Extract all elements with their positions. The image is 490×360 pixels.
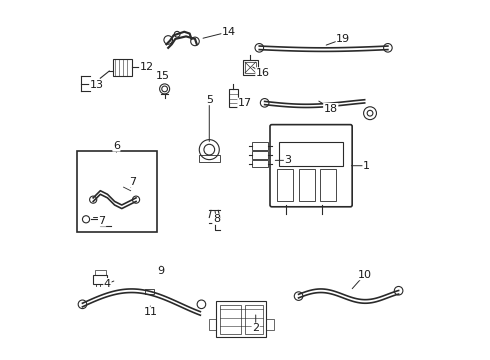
Bar xyxy=(209,319,217,330)
Bar xyxy=(267,319,273,330)
Text: 1: 1 xyxy=(363,161,370,171)
Bar xyxy=(229,89,238,107)
Bar xyxy=(113,59,132,76)
Bar xyxy=(95,270,106,275)
Bar xyxy=(220,305,242,334)
Bar xyxy=(277,169,293,202)
Bar xyxy=(93,275,107,284)
Text: 11: 11 xyxy=(144,307,157,317)
Text: 4: 4 xyxy=(104,279,111,289)
Bar xyxy=(279,143,343,166)
Text: 7: 7 xyxy=(98,216,106,226)
Text: 12: 12 xyxy=(140,63,154,72)
Bar xyxy=(77,152,157,232)
Text: 10: 10 xyxy=(358,270,372,280)
Bar xyxy=(252,143,268,150)
Bar xyxy=(252,160,268,167)
Text: 8: 8 xyxy=(213,214,220,224)
Text: 16: 16 xyxy=(256,68,270,78)
Bar xyxy=(245,62,256,73)
Bar xyxy=(198,155,220,162)
Bar xyxy=(145,289,154,294)
Text: 17: 17 xyxy=(238,98,252,108)
Text: 15: 15 xyxy=(156,71,170,81)
Text: 3: 3 xyxy=(284,156,292,165)
Text: 9: 9 xyxy=(157,266,165,276)
Text: 6: 6 xyxy=(113,141,120,151)
Bar xyxy=(252,152,268,158)
Bar xyxy=(245,305,263,334)
Text: 5: 5 xyxy=(206,95,213,105)
Bar xyxy=(320,169,336,202)
Text: 14: 14 xyxy=(222,27,236,37)
Text: 2: 2 xyxy=(252,323,259,333)
Text: 19: 19 xyxy=(336,34,350,44)
Text: 7: 7 xyxy=(129,177,136,187)
Text: 13: 13 xyxy=(90,80,104,90)
Bar xyxy=(298,169,315,202)
Bar xyxy=(243,60,258,75)
Text: 18: 18 xyxy=(324,104,338,113)
Bar xyxy=(217,301,267,337)
